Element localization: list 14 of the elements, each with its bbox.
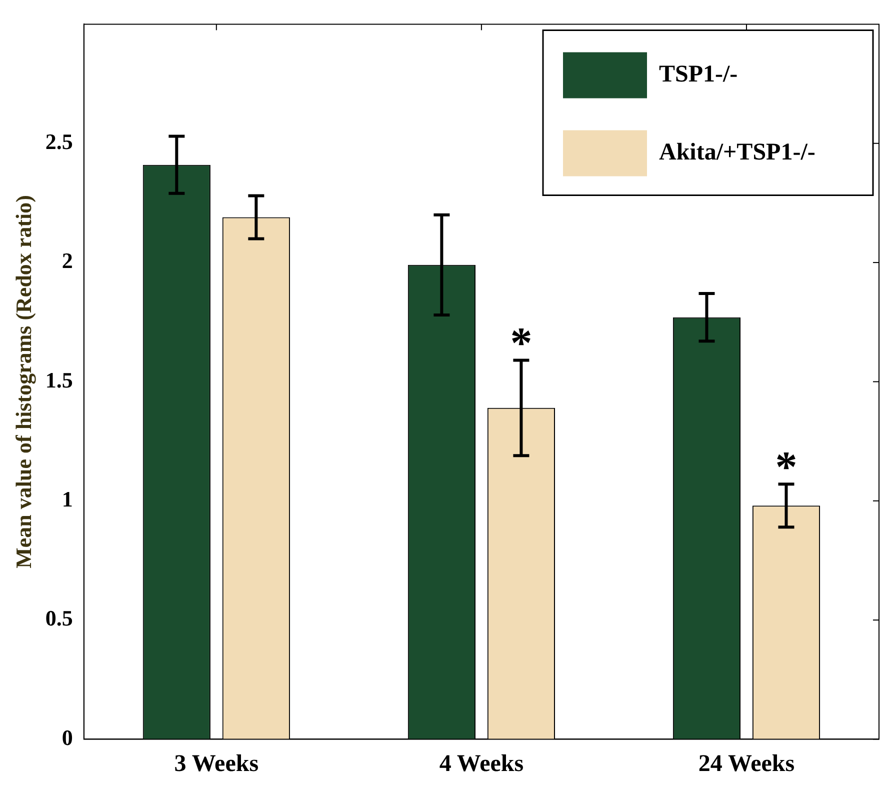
y-tick-label: 2.5	[45, 129, 73, 154]
y-tick-label: 1	[62, 486, 73, 512]
y-tick-label: 1.5	[45, 367, 73, 392]
x-tick-label: 3 Weeks	[174, 750, 259, 777]
legend-label: Akita/+TSP1-/-	[659, 139, 816, 166]
y-tick-label: 2	[62, 248, 73, 274]
annotation: *	[775, 442, 798, 492]
y-tick-label: 0.5	[45, 606, 73, 631]
y-axis-title: Mean value of histograms (Redox ratio)	[10, 195, 36, 568]
x-tick-label: 4 Weeks	[439, 750, 524, 777]
legend-label: TSP1-/-	[659, 61, 738, 88]
annotation: *	[510, 318, 532, 368]
y-tick-label: 0	[62, 724, 73, 750]
x-tick-label: 24 Weeks	[698, 750, 795, 777]
